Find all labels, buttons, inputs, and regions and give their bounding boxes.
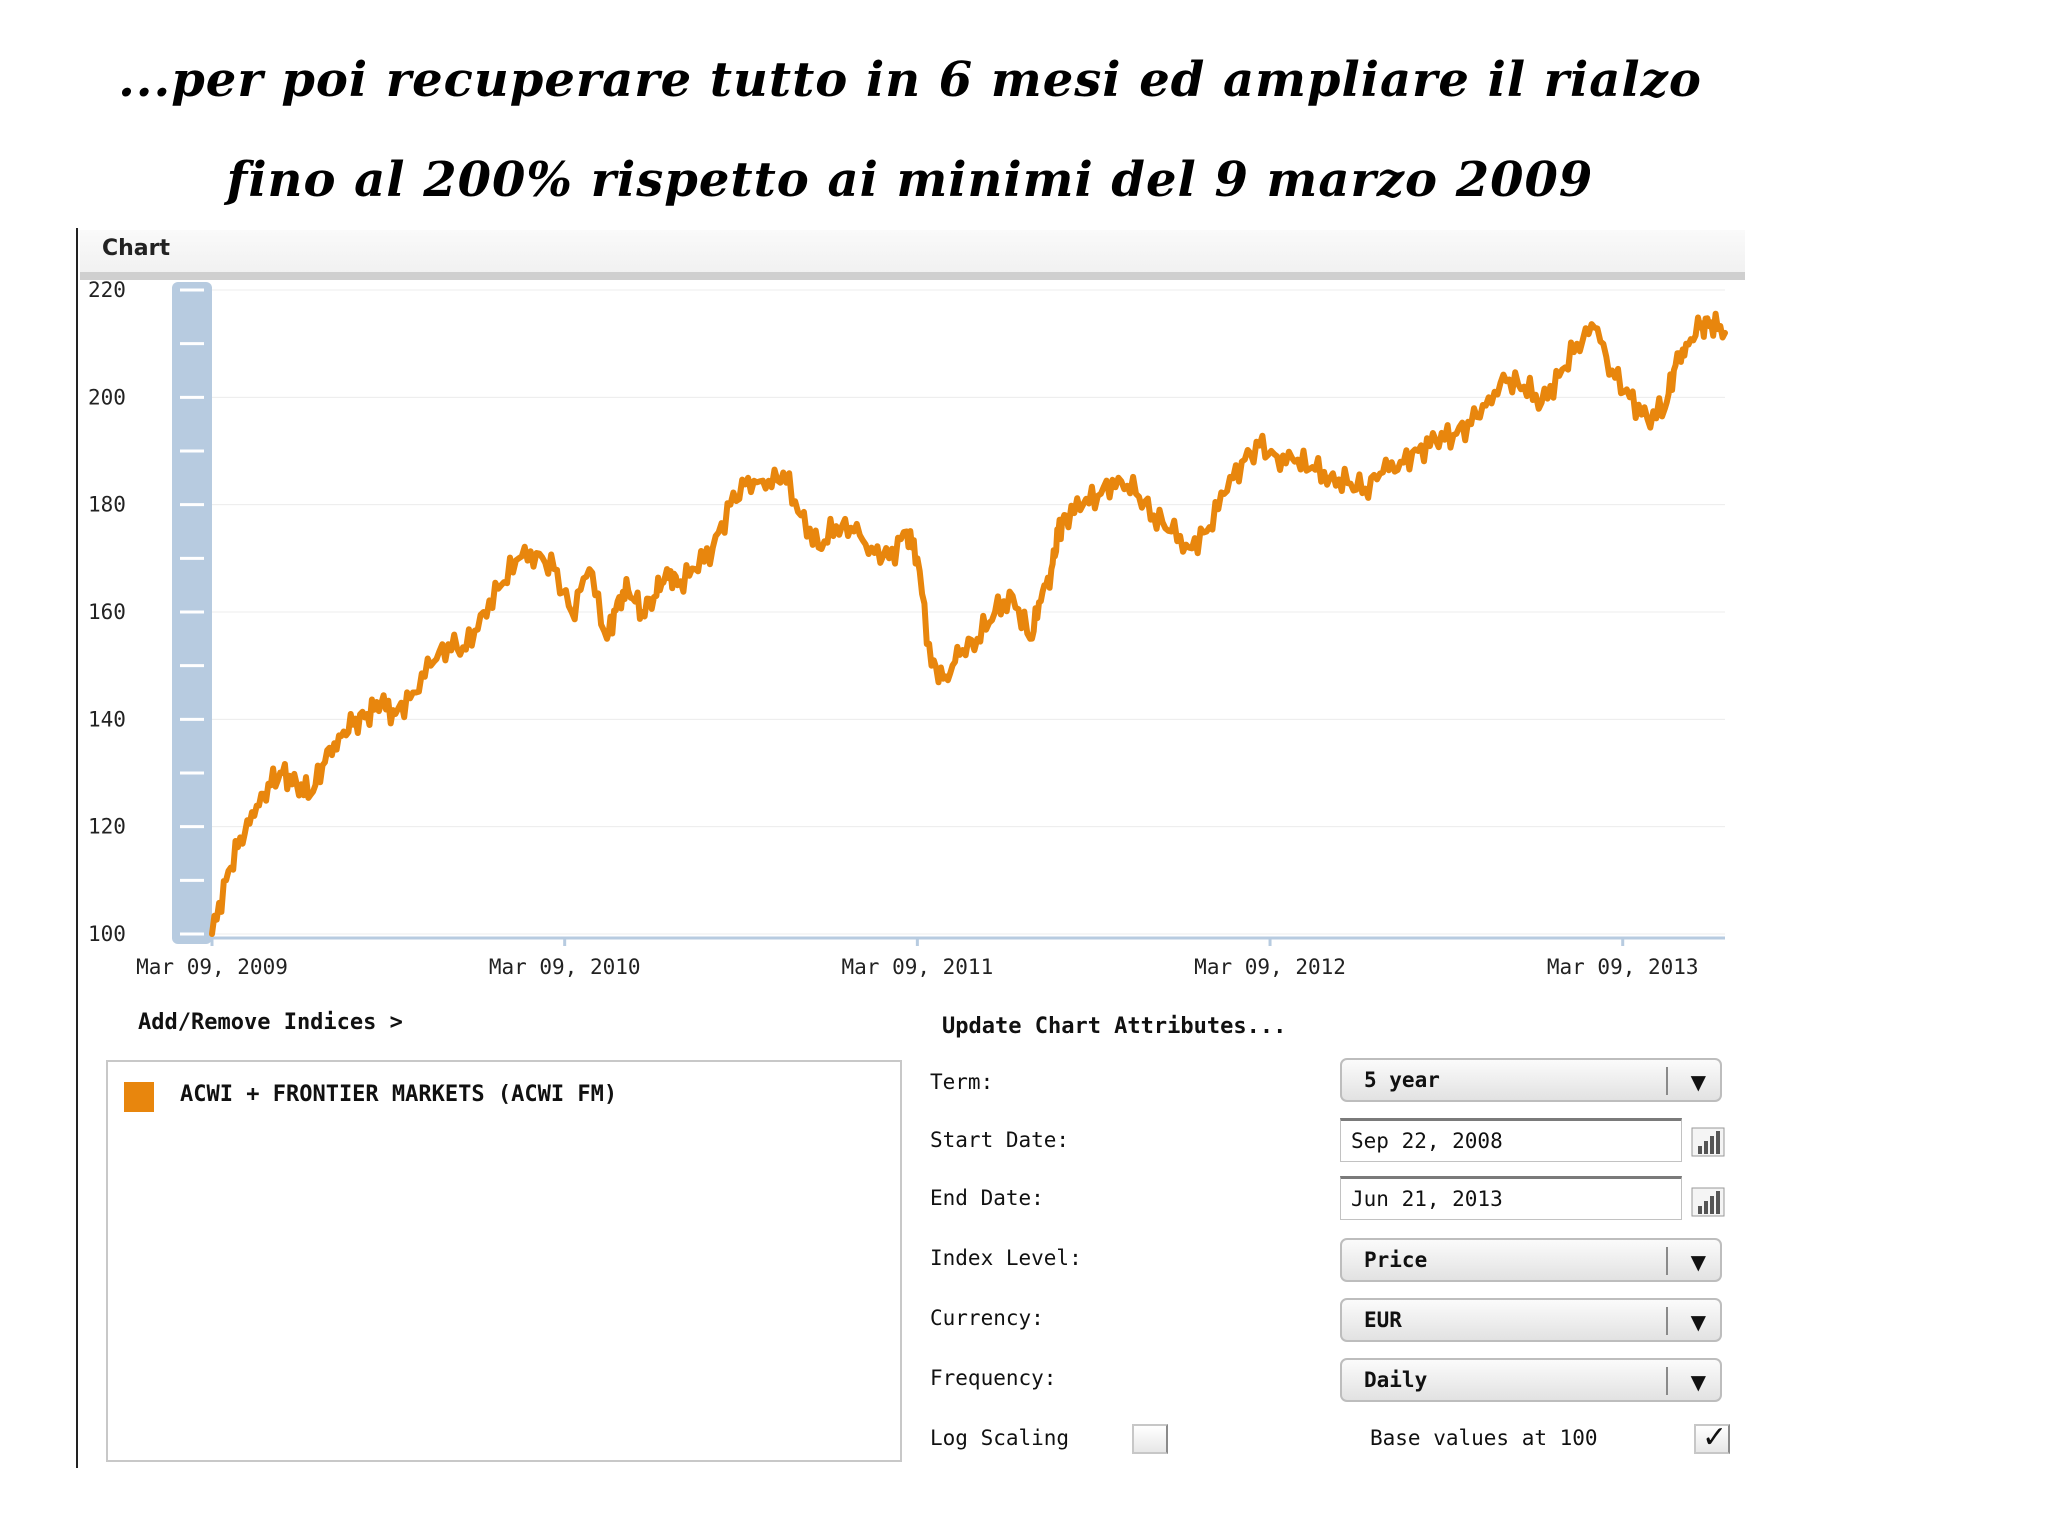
y-tick-label: 220 <box>88 280 126 302</box>
scroll-handle-ticks <box>180 288 204 936</box>
indices-legend: ACWI + FRONTIER MARKETS (ACWI FM) <box>106 1060 902 1462</box>
select-separator <box>1666 1307 1668 1335</box>
series-line-acwi-fm <box>209 310 1728 937</box>
legend-item-label: ACWI + FRONTIER MARKETS (ACWI FM) <box>180 1082 618 1107</box>
gridlines <box>212 289 1725 935</box>
x-axis-ticks: Mar 09, 2009 Mar 09, 2010 Mar 09, 2011 Mar … <box>136 938 1699 979</box>
calendar-icon[interactable] <box>1690 1184 1726 1218</box>
index-level-select[interactable]: Price ▼ <box>1340 1238 1722 1282</box>
currency-select[interactable]: EUR ▼ <box>1340 1298 1722 1342</box>
y-tick-label: 180 <box>88 493 126 517</box>
chevron-down-icon: ▼ <box>1690 1310 1706 1334</box>
term-label: Term: <box>930 1070 994 1094</box>
add-remove-indices-link[interactable]: Add/Remove Indices > <box>138 1010 403 1035</box>
end-date-label: End Date: <box>930 1186 1044 1210</box>
term-select[interactable]: 5 year ▼ <box>1340 1058 1722 1102</box>
select-separator <box>1666 1367 1668 1395</box>
start-date-input[interactable] <box>1340 1118 1682 1162</box>
select-separator <box>1666 1067 1668 1095</box>
y-tick-label: 200 <box>88 385 126 409</box>
base-values-label: Base values at 100 <box>1370 1426 1598 1450</box>
log-scaling-label: Log Scaling <box>930 1426 1070 1450</box>
slide-title-line-1: ...per poi recuperare tutto in 6 mesi ed… <box>118 52 1702 108</box>
x-tick-label: Mar 09, 2009 <box>136 955 288 979</box>
index-level-label: Index Level: <box>930 1246 1082 1270</box>
frequency-label: Frequency: <box>930 1366 1057 1390</box>
log-scaling-checkbox[interactable] <box>1132 1424 1168 1454</box>
frequency-select[interactable]: Daily ▼ <box>1340 1358 1722 1402</box>
chart-panel-title: Chart <box>102 236 171 261</box>
term-value: 5 year <box>1364 1068 1440 1092</box>
x-tick-label: Mar 09, 2013 <box>1547 955 1699 979</box>
y-tick-label: 100 <box>88 922 126 946</box>
x-tick-label: Mar 09, 2012 <box>1194 955 1346 979</box>
chart-panel-header: Chart <box>80 230 1745 280</box>
left-divider <box>76 228 78 1468</box>
start-date-label: Start Date: <box>930 1128 1070 1152</box>
frequency-value: Daily <box>1364 1368 1428 1392</box>
y-tick-label: 120 <box>88 815 126 839</box>
base-values-checkbox[interactable]: ✓ <box>1694 1420 1730 1455</box>
chevron-down-icon: ▼ <box>1690 1250 1706 1274</box>
x-tick-label: Mar 09, 2011 <box>842 955 994 979</box>
y-tick-label: 140 <box>88 707 126 731</box>
checkmark-icon: ✓ <box>1702 1420 1728 1455</box>
update-chart-attributes-title: Update Chart Attributes... <box>942 1014 1287 1039</box>
currency-label: Currency: <box>930 1306 1044 1330</box>
slide-title-line-2: fino al 200% rispetto ai minimi del 9 ma… <box>226 152 1594 208</box>
currency-value: EUR <box>1364 1308 1402 1332</box>
index-level-value: Price <box>1364 1248 1428 1272</box>
calendar-icon[interactable] <box>1690 1124 1726 1158</box>
chevron-down-icon: ▼ <box>1690 1070 1706 1094</box>
y-axis-ticks: 100 120 140 160 180 200 220 <box>88 280 126 946</box>
legend-color-swatch <box>124 1082 154 1112</box>
end-date-input[interactable] <box>1340 1176 1682 1220</box>
select-separator <box>1666 1247 1668 1275</box>
x-tick-label: Mar 09, 2010 <box>489 955 641 979</box>
chevron-down-icon: ▼ <box>1690 1370 1706 1394</box>
y-tick-label: 160 <box>88 600 126 624</box>
